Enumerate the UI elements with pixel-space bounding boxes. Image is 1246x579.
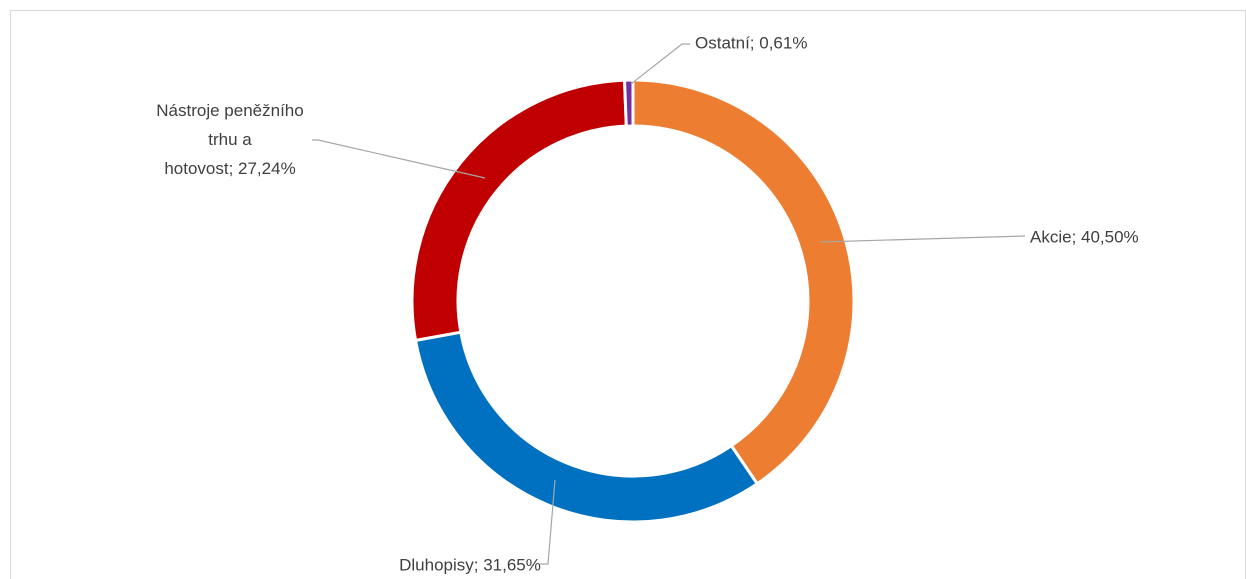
leader-line xyxy=(312,139,486,179)
donut-segment xyxy=(631,78,856,486)
data-label: Akcie; 40,50% xyxy=(1030,227,1139,246)
data-label: Dluhopisy; 31,65% xyxy=(399,555,541,574)
leader-line xyxy=(630,43,690,85)
donut-segment xyxy=(622,78,635,128)
data-label: Nástroje peněžního trhu a hotovost; 27,24% xyxy=(156,101,303,178)
data-label: Ostatní; 0,61% xyxy=(695,33,807,52)
leader-line xyxy=(540,479,556,565)
leader-line xyxy=(819,235,1026,243)
